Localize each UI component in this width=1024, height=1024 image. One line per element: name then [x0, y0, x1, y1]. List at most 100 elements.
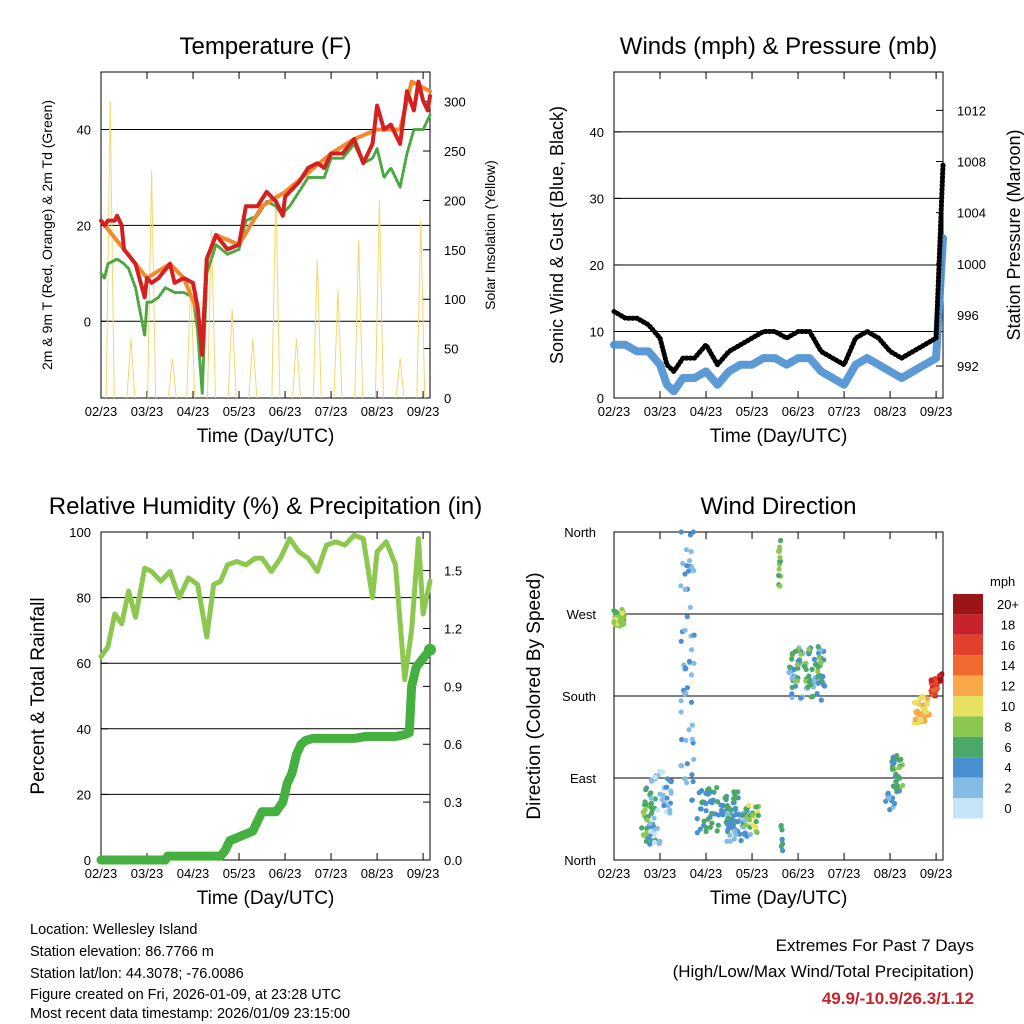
- direction-point: [701, 818, 707, 824]
- direction-point: [644, 817, 650, 823]
- direction-point: [716, 812, 722, 818]
- y-tick-label: North: [564, 853, 596, 868]
- x-tick-label: 03/23: [131, 866, 164, 881]
- direction-point: [815, 668, 821, 675]
- y-right-tick-label: 1.2: [444, 621, 462, 636]
- y-right-tick-label: 0.9: [444, 679, 462, 694]
- direction-point: [925, 696, 931, 702]
- direction-point: [682, 586, 688, 593]
- solar-spike: [186, 279, 196, 399]
- direction-point: [687, 532, 694, 538]
- direction-point: [818, 697, 824, 703]
- direction-point: [685, 568, 692, 574]
- direction-point: [722, 795, 728, 801]
- legend-label: 0: [1004, 801, 1011, 816]
- direction-point: [683, 737, 689, 744]
- x-tick-label: 05/23: [223, 404, 256, 419]
- legend-swatch: [953, 634, 983, 656]
- direction-point: [652, 774, 658, 780]
- direction-point: [750, 812, 756, 818]
- y-right-tick-label: 996: [957, 308, 979, 323]
- direction-point: [818, 659, 824, 666]
- y-right-tick-label: 300: [444, 95, 466, 110]
- direction-point: [755, 812, 762, 819]
- direction-point: [776, 572, 782, 579]
- direction-point: [703, 808, 709, 814]
- direction-point: [735, 819, 741, 825]
- direction-point: [932, 681, 938, 687]
- direction-point: [651, 815, 657, 821]
- legend-label: 6: [1004, 740, 1011, 755]
- direction-point: [743, 822, 749, 828]
- direction-point: [786, 669, 792, 676]
- direction-point: [639, 825, 645, 831]
- direction-point: [683, 666, 689, 672]
- y-right-tick-label: 100: [444, 292, 466, 307]
- legend-label: 10: [1001, 699, 1015, 714]
- direction-point: [703, 828, 709, 835]
- y-axis-label: 2m & 9m T (Red, Orange) & 2m Td (Green): [39, 100, 55, 370]
- direction-point: [656, 841, 662, 847]
- y-right-tick-label: 1012: [957, 103, 986, 118]
- x-axis-label: Time (Day/UTC): [197, 426, 335, 447]
- y-tick-label: East: [570, 771, 596, 786]
- direction-point: [900, 782, 906, 789]
- direction-point: [696, 790, 702, 796]
- solar-spike: [105, 101, 115, 399]
- solar-spike: [227, 309, 237, 399]
- x-tick-label: 02/23: [598, 404, 631, 419]
- extremes-values: 49.9/-10.9/26.3/1.12: [821, 989, 974, 1008]
- direction-point: [816, 655, 822, 661]
- direction-point: [822, 683, 828, 689]
- direction-point: [741, 830, 748, 837]
- y-tick-label: 30: [590, 191, 604, 206]
- x-tick-label: 03/23: [644, 866, 677, 881]
- direction-point: [697, 826, 703, 832]
- direction-point: [714, 828, 720, 834]
- direction-point: [652, 796, 658, 802]
- x-tick-label: 05/23: [736, 404, 769, 419]
- direction-point: [684, 780, 690, 786]
- solar-spike: [147, 170, 157, 399]
- direction-point: [808, 694, 814, 700]
- solar-spike: [292, 338, 302, 399]
- direction-point: [896, 764, 902, 771]
- x-tick-label: 09/23: [407, 866, 440, 881]
- solar-spike: [395, 358, 405, 399]
- direction-point: [725, 810, 731, 817]
- solar-spike: [354, 239, 364, 399]
- legend-swatch: [953, 614, 983, 635]
- x-tick-label: 09/23: [407, 404, 440, 419]
- direction-point: [732, 828, 738, 834]
- x-tick-label: 09/23: [920, 404, 953, 419]
- direction-point: [917, 712, 923, 718]
- x-tick-label: 03/23: [131, 404, 164, 419]
- direction-point: [889, 766, 896, 772]
- direction-point: [684, 563, 690, 569]
- direction-point: [709, 810, 715, 817]
- y-right-tick-label: 50: [444, 342, 458, 357]
- solar-spike: [312, 259, 322, 399]
- direction-point: [652, 831, 658, 837]
- direction-point: [779, 836, 785, 842]
- direction-point: [689, 564, 695, 570]
- direction-point: [703, 825, 709, 831]
- direction-point: [780, 848, 786, 854]
- direction-point: [707, 824, 714, 830]
- panel-temperature: 02/23 03/23 04/23 05/23 06/23 07/23 08/23 09/23…: [39, 33, 498, 447]
- direction-point: [682, 571, 688, 577]
- location-text: Location: Wellesley Island: [30, 922, 198, 938]
- direction-point: [914, 700, 920, 706]
- y-tick-label: 80: [77, 591, 91, 606]
- legend-swatch: [953, 716, 983, 737]
- direction-point: [930, 687, 937, 693]
- legend-label: 8: [1004, 719, 1011, 734]
- y-right-tick-label: 1004: [957, 206, 986, 221]
- direction-point: [682, 627, 688, 633]
- x-tick-label: 06/23: [269, 404, 302, 419]
- direction-point: [789, 656, 795, 662]
- temp-2m-line: [99, 79, 432, 357]
- direction-point: [678, 583, 684, 589]
- direction-point: [689, 772, 695, 778]
